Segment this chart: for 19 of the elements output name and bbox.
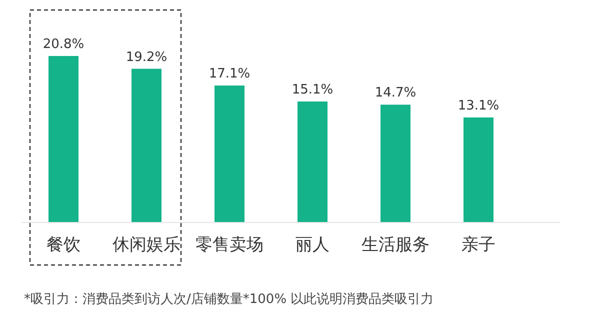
x-tick-label: 亲子 xyxy=(462,235,496,255)
x-tick-label: 休闲娱乐 xyxy=(112,235,180,255)
text: *吸引力：消费品类到访人次/店铺数量*100% 以此说明消费品类吸引力 xyxy=(24,291,434,307)
bar xyxy=(464,117,494,222)
data-label: 19.2% xyxy=(126,50,168,65)
data-label: 14.7% xyxy=(374,86,416,101)
x-tick-label: 生活服务 xyxy=(362,235,430,255)
data-label: 20.8% xyxy=(42,37,84,52)
x-tick-label: 丽人 xyxy=(296,235,330,255)
bar xyxy=(298,101,328,222)
bar xyxy=(214,86,244,222)
bar xyxy=(380,104,410,222)
data-label: 17.1% xyxy=(208,66,250,82)
data-label: 13.1% xyxy=(458,98,500,114)
x-tick-label: 餐饮 xyxy=(46,235,80,255)
x-tick-label: 零售卖场 xyxy=(196,235,264,255)
data-label: 15.1% xyxy=(292,82,334,98)
bar xyxy=(48,56,78,222)
bar xyxy=(132,68,162,222)
